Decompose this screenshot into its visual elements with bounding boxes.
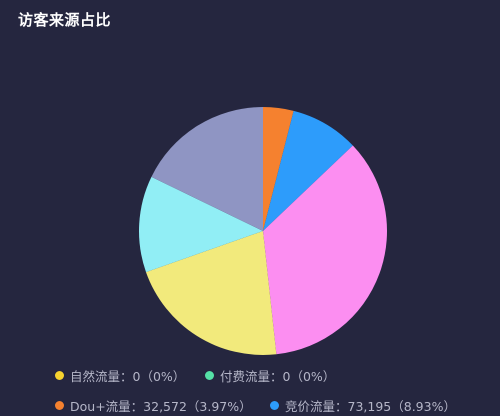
legend-label: 竞价流量：73,195（8.93%） — [285, 399, 456, 414]
legend-dot — [205, 371, 214, 380]
legend-dot — [55, 371, 64, 380]
legend-row-2: Dou+流量：32,572（3.97%） 竞价流量：73,195（8.93%） — [0, 396, 500, 416]
pie-slice-4[interactable] — [138, 176, 263, 273]
legend-item-bid[interactable]: 竞价流量：73,195（8.93%） — [270, 396, 456, 415]
legend-dot — [55, 401, 64, 410]
legend-label: Dou+流量：32,572（3.97%） — [70, 399, 252, 414]
pie-slice-2[interactable] — [263, 145, 387, 355]
chart-title: 访客来源占比 — [18, 11, 112, 29]
pie-slice-1[interactable] — [263, 110, 353, 231]
legend-dot — [270, 401, 279, 410]
legend-item-dou[interactable]: Dou+流量：32,572（3.97%） — [55, 396, 252, 415]
pie-slice-5[interactable] — [151, 107, 263, 231]
pie-slice-0[interactable] — [263, 107, 294, 231]
legend-label: 自然流量：0（0%） — [70, 369, 186, 384]
legend-item-paid[interactable]: 付费流量：0（0%） — [205, 366, 335, 385]
legend-label: 付费流量：0（0%） — [220, 369, 336, 384]
pie-slice-3[interactable] — [146, 231, 277, 355]
legend-item-natural[interactable]: 自然流量：0（0%） — [55, 366, 185, 385]
legend-row-1: 自然流量：0（0%） 付费流量：0（0%） — [0, 366, 500, 386]
